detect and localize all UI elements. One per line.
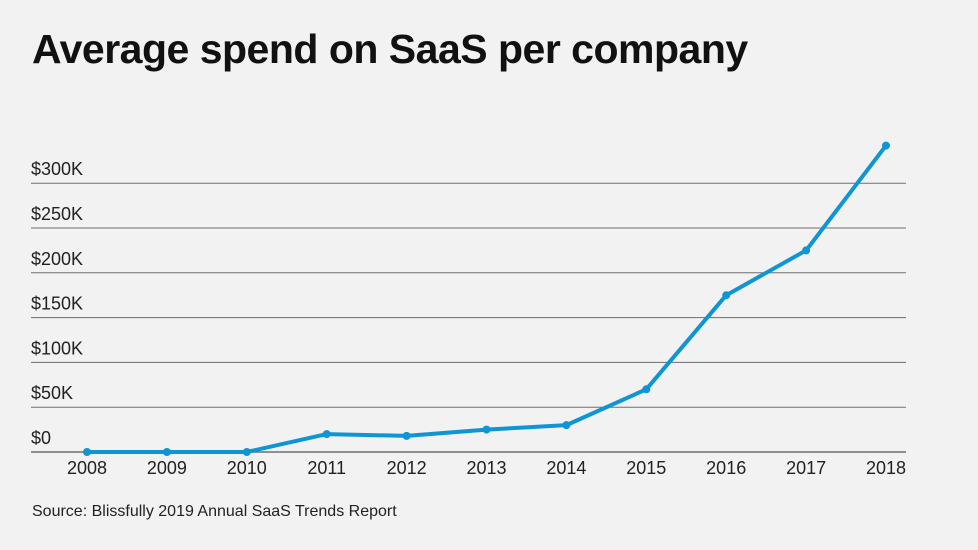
- x-tick-label: 2018: [866, 458, 906, 478]
- data-point: [162, 448, 171, 456]
- data-point: [242, 448, 251, 456]
- y-tick-label: $100K: [31, 338, 83, 358]
- data-point: [402, 431, 411, 440]
- data-point: [722, 291, 731, 300]
- data-point: [562, 421, 571, 430]
- x-tick-label: 2012: [387, 458, 427, 478]
- y-tick-label: $150K: [31, 294, 83, 314]
- data-point: [322, 430, 331, 439]
- data-point: [802, 246, 811, 255]
- y-tick-label: $50K: [31, 383, 73, 403]
- data-point: [83, 448, 91, 456]
- x-tick-label: 2015: [626, 458, 666, 478]
- x-tick-label: 2013: [466, 458, 506, 478]
- x-tick-label: 2016: [706, 458, 746, 478]
- x-tick-label: 2010: [227, 458, 267, 478]
- x-tick-label: 2014: [546, 458, 586, 478]
- y-tick-label: $250K: [31, 204, 83, 224]
- data-point: [482, 425, 491, 434]
- y-tick-label: $0: [31, 428, 51, 448]
- data-point: [882, 141, 890, 150]
- x-tick-label: 2011: [307, 458, 346, 478]
- y-tick-label: $200K: [31, 249, 83, 269]
- chart-title: Average spend on SaaS per company: [32, 26, 748, 72]
- x-tick-label: 2017: [786, 458, 826, 478]
- series-line: [87, 144, 888, 454]
- data-point: [642, 385, 651, 394]
- x-tick-label: 2009: [147, 458, 187, 478]
- source-note: Source: Blissfully 2019 Annual SaaS Tren…: [32, 503, 397, 520]
- x-tick-label: 2008: [67, 458, 107, 478]
- y-tick-label: $300K: [31, 159, 83, 179]
